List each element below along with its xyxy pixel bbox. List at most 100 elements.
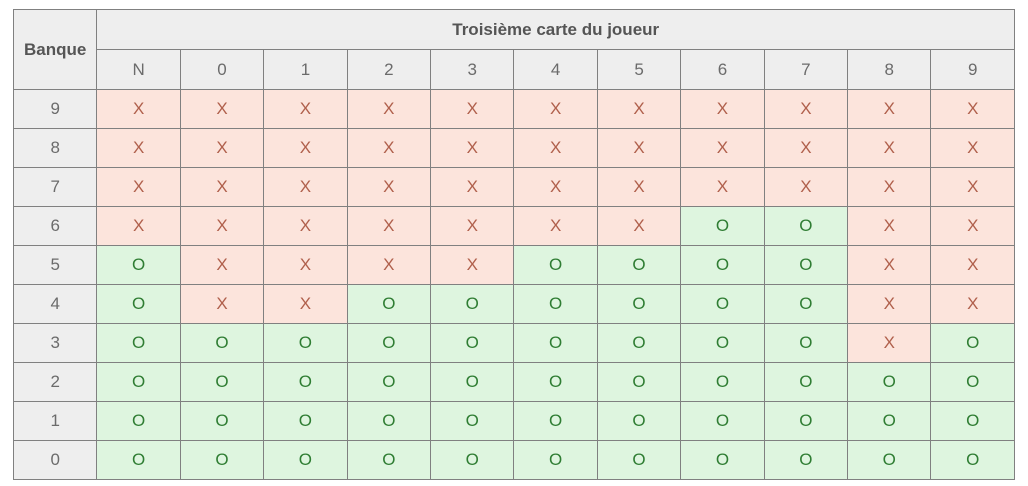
- o-cell: O: [596, 440, 682, 480]
- x-cell: X: [930, 206, 1015, 246]
- x-cell: X: [930, 128, 1015, 168]
- x-cell: X: [847, 245, 932, 285]
- x-cell: X: [513, 206, 598, 246]
- row-header: 7: [12, 167, 98, 207]
- x-cell: X: [513, 89, 598, 129]
- row-header: 2: [12, 362, 98, 402]
- o-cell: O: [263, 440, 348, 480]
- o-cell: O: [680, 440, 765, 480]
- x-cell: X: [513, 128, 598, 168]
- x-cell: X: [263, 206, 348, 246]
- x-cell: X: [263, 89, 348, 129]
- x-cell: X: [179, 128, 265, 168]
- x-cell: X: [96, 89, 181, 129]
- x-cell: X: [179, 167, 265, 207]
- x-cell: X: [930, 167, 1015, 207]
- x-cell: X: [346, 245, 432, 285]
- x-cell: X: [430, 206, 515, 246]
- row-header: 5: [12, 245, 98, 285]
- x-cell: X: [930, 89, 1015, 129]
- o-cell: O: [680, 362, 765, 402]
- x-cell: X: [96, 167, 181, 207]
- x-cell: X: [763, 89, 849, 129]
- o-cell: O: [763, 206, 849, 246]
- o-cell: O: [680, 401, 765, 441]
- x-cell: X: [596, 167, 682, 207]
- column-header: 7: [763, 49, 849, 90]
- o-cell: O: [96, 401, 181, 441]
- x-cell: X: [847, 128, 932, 168]
- x-cell: X: [680, 89, 765, 129]
- bank-column-header: Banque: [12, 9, 98, 90]
- column-header: 0: [179, 49, 265, 90]
- row-header: 0: [12, 440, 98, 480]
- o-cell: O: [96, 362, 181, 402]
- x-cell: X: [346, 89, 432, 129]
- o-cell: O: [179, 323, 265, 363]
- x-cell: X: [263, 128, 348, 168]
- column-header: 6: [680, 49, 765, 90]
- x-cell: X: [930, 245, 1015, 285]
- o-cell: O: [513, 245, 598, 285]
- x-cell: X: [346, 128, 432, 168]
- x-cell: X: [96, 128, 181, 168]
- o-cell: O: [596, 362, 682, 402]
- x-cell: X: [680, 167, 765, 207]
- o-cell: O: [96, 323, 181, 363]
- o-cell: O: [596, 284, 682, 324]
- x-cell: X: [346, 206, 432, 246]
- x-cell: X: [263, 284, 348, 324]
- group-header-row: Banque Troisième carte du joueur: [12, 9, 1015, 90]
- x-cell: X: [179, 284, 265, 324]
- o-cell: O: [179, 440, 265, 480]
- o-cell: O: [179, 401, 265, 441]
- column-header: 4: [513, 49, 598, 90]
- x-cell: X: [596, 206, 682, 246]
- x-cell: X: [680, 128, 765, 168]
- o-cell: O: [680, 323, 765, 363]
- x-cell: X: [96, 206, 181, 246]
- o-cell: O: [263, 362, 348, 402]
- x-cell: X: [430, 128, 515, 168]
- x-cell: X: [430, 89, 515, 129]
- o-cell: O: [96, 245, 181, 285]
- x-cell: X: [179, 206, 265, 246]
- o-cell: O: [680, 284, 765, 324]
- x-cell: X: [763, 167, 849, 207]
- o-cell: O: [680, 206, 765, 246]
- o-cell: O: [930, 362, 1015, 402]
- o-cell: O: [680, 245, 765, 285]
- o-cell: O: [763, 401, 849, 441]
- o-cell: O: [346, 401, 432, 441]
- x-cell: X: [847, 206, 932, 246]
- o-cell: O: [346, 440, 432, 480]
- o-cell: O: [930, 323, 1015, 363]
- column-header: 1: [263, 49, 348, 90]
- o-cell: O: [847, 362, 932, 402]
- x-cell: X: [763, 128, 849, 168]
- column-header: 3: [430, 49, 515, 90]
- o-cell: O: [763, 362, 849, 402]
- x-cell: X: [513, 167, 598, 207]
- o-cell: O: [513, 284, 598, 324]
- o-cell: O: [596, 401, 682, 441]
- x-cell: X: [596, 89, 682, 129]
- o-cell: O: [513, 362, 598, 402]
- o-cell: O: [430, 362, 515, 402]
- row-header: 6: [12, 206, 98, 246]
- o-cell: O: [596, 245, 682, 285]
- x-cell: X: [847, 89, 932, 129]
- o-cell: O: [763, 440, 849, 480]
- o-cell: O: [346, 323, 432, 363]
- row-header: 4: [12, 284, 98, 324]
- o-cell: O: [263, 401, 348, 441]
